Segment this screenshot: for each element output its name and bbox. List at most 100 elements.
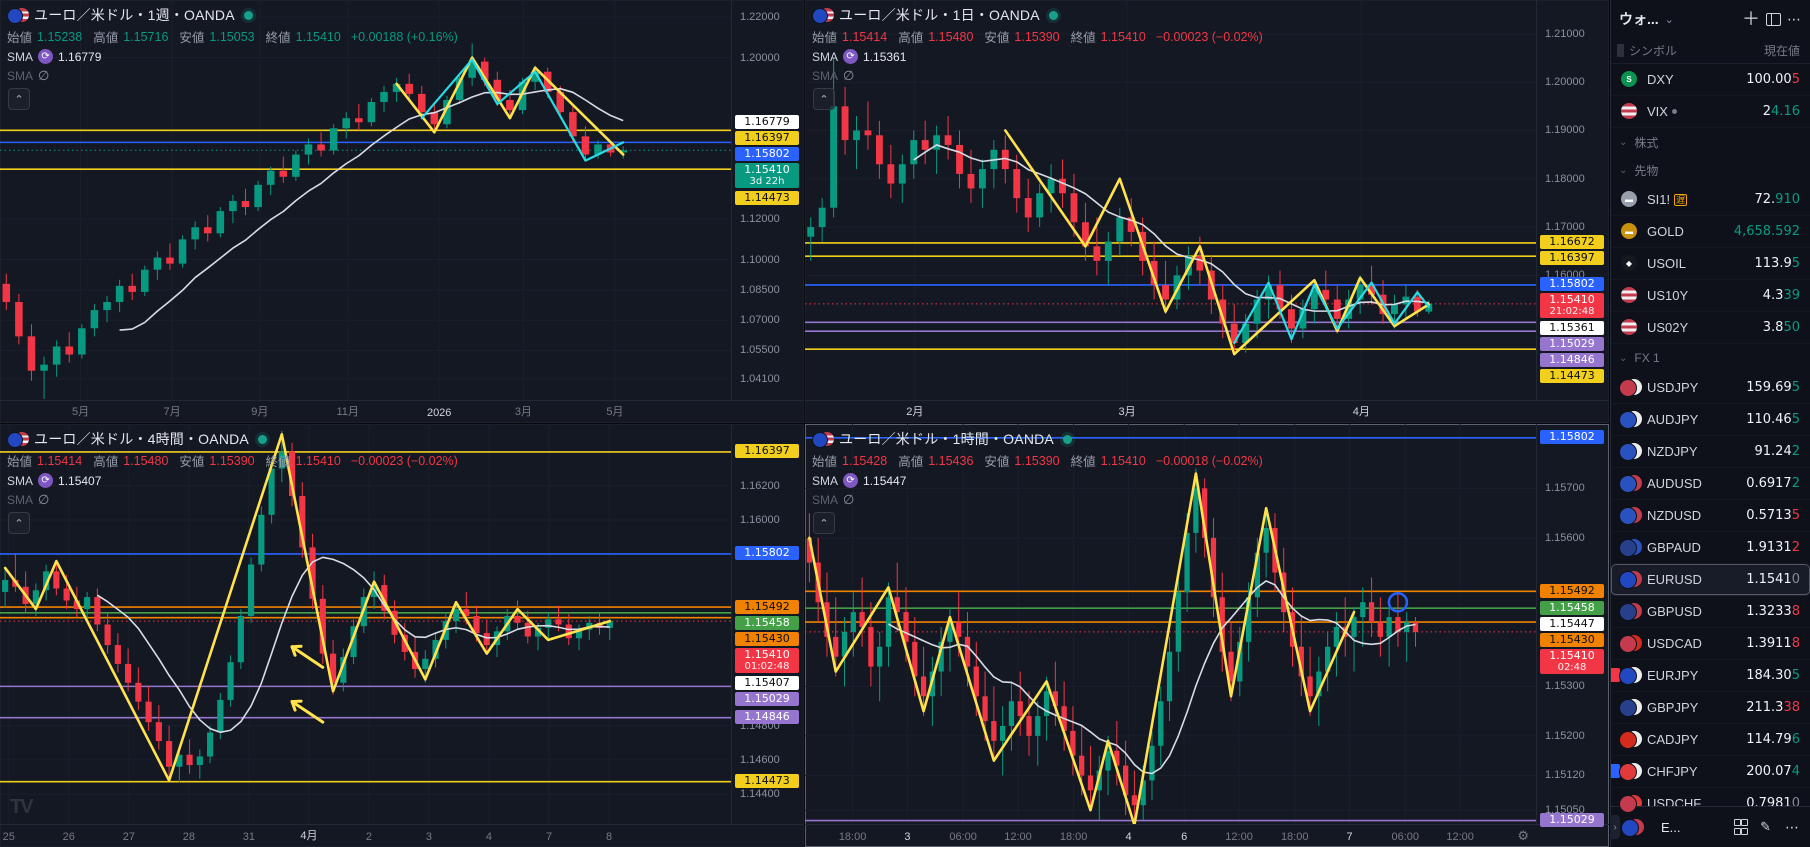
panel-maximize-button[interactable]: ⌃ [8, 88, 30, 110]
time-axis-label[interactable]: 7 [1346, 831, 1353, 843]
eye-off-icon[interactable]: ∅ [843, 491, 855, 507]
sma-indicator-row-hidden[interactable]: SMA ∅ [812, 67, 855, 83]
time-axis-label[interactable]: 4月 [1352, 406, 1370, 418]
time-axis-label[interactable]: 27 [122, 831, 135, 843]
time-axis-label[interactable]: 4月 [300, 830, 318, 842]
zigzag-drawing[interactable] [1233, 281, 1430, 345]
time-axis-label[interactable]: 3月 [1118, 406, 1136, 418]
eye-off-icon[interactable]: ∅ [843, 67, 855, 83]
active-symbol-short[interactable]: E... [1661, 819, 1681, 835]
time-axis-label[interactable]: 3 [904, 831, 911, 843]
watchlist-row-AUDJPY[interactable]: AUDJPY 110.465 [1611, 404, 1810, 436]
chart-panel-1w[interactable]: ユーロ／米ドル・1週・OANDA 始値 1.15238 高値 1.15716 安値 1… [0, 0, 804, 423]
chart-title[interactable]: ユーロ／米ドル・1日・OANDA [839, 7, 1040, 23]
market-open-icon[interactable] [1062, 434, 1072, 444]
chart-plot-area[interactable] [805, 0, 1609, 423]
time-axis-label[interactable]: 2 [365, 831, 372, 843]
time-axis-label[interactable]: 5月 [606, 406, 624, 418]
chevron-down-icon[interactable]: ⌄ [1664, 13, 1674, 26]
time-axis-label[interactable]: 2月 [906, 406, 924, 418]
time-axis-label[interactable]: 06:00 [1391, 831, 1419, 843]
watchlist-row-CADJPY[interactable]: CADJPY 114.796 [1611, 724, 1810, 756]
watchlist-column-headers[interactable]: シンボル 現在値 [1611, 38, 1810, 64]
time-axis-label[interactable]: 9月 [251, 406, 269, 418]
time-axis-label[interactable]: 8 [605, 831, 613, 843]
watchlist-menu-icon[interactable]: ⋯ [1787, 10, 1802, 27]
watchlist-row-SI1![interactable]: ▬ SI1! 遅 72.910 [1611, 184, 1810, 216]
time-axis-label[interactable]: 18:00 [1280, 831, 1309, 843]
sma-indicator-row[interactable]: SMA ⟳ 1.16779 [7, 49, 102, 64]
panel-maximize-button[interactable]: ⌃ [8, 512, 30, 534]
watchlist-row-GBPUSD[interactable]: GBPUSD 1.32338 [1611, 596, 1810, 628]
grid-view-icon[interactable] [1734, 819, 1749, 835]
panel-maximize-button[interactable]: ⌃ [813, 512, 835, 534]
zigzag-drawing[interactable] [420, 58, 625, 162]
watchlist-row-EURJPY[interactable]: EURJPY 184.305 [1611, 660, 1810, 692]
zigzag-drawing[interactable] [3, 432, 612, 782]
watchlist-section-FX 1[interactable]: ⌄ FX 1 [1619, 351, 1660, 365]
chart-title[interactable]: ユーロ／米ドル・4時間・OANDA [34, 431, 249, 447]
zigzag-drawing[interactable] [1004, 129, 1431, 356]
chart-panel-4h[interactable]: ユーロ／米ドル・4時間・OANDA 始値 1.15414 高値 1.15480 安値… [0, 424, 804, 847]
time-axis-label[interactable]: 28 [182, 831, 195, 843]
time-axis-label[interactable]: 2026 [426, 407, 452, 419]
watchlist-row-EURUSD[interactable]: EURUSD 1.15410 [1611, 564, 1810, 596]
watchlist-row-US02Y[interactable]: US02Y 3.850 [1611, 312, 1810, 344]
watchlist-row-NZDJPY[interactable]: NZDJPY 91.242 [1611, 436, 1810, 468]
watchlist-row-USDJPY[interactable]: USDJPY 159.695 [1611, 372, 1810, 404]
sma-indicator-row[interactable]: SMA ⟳ 1.15447 [812, 473, 907, 488]
row-flag-icon[interactable] [1611, 668, 1620, 682]
chart-plot-area[interactable] [805, 424, 1609, 847]
time-axis-label[interactable]: 18:00 [838, 831, 867, 843]
time-axis-label[interactable]: 06:00 [949, 831, 977, 843]
sma-indicator-row-hidden[interactable]: SMA ∅ [812, 491, 855, 507]
time-axis-label[interactable]: 6 [1181, 831, 1188, 843]
watchlist-row-VIX[interactable]: VIX 24.16 [1611, 96, 1810, 128]
watchlist-section-株式[interactable]: ⌄ 株式 [1619, 135, 1659, 150]
arrow-drawing[interactable] [290, 645, 325, 669]
watchlist-row-GBPJPY[interactable]: GBPJPY 211.338 [1611, 692, 1810, 724]
chart-plot-area[interactable] [0, 0, 804, 423]
watchlist-row-US10Y[interactable]: US10Y 4.339 [1611, 280, 1810, 312]
chart-panel-1d[interactable]: ユーロ／米ドル・1日・OANDA 始値 1.15414 高値 1.15480 安値 1… [805, 0, 1609, 423]
time-axis-label[interactable]: 7 [545, 831, 553, 843]
market-open-icon[interactable] [257, 434, 267, 444]
time-axis-label[interactable]: 3月 [514, 406, 532, 418]
time-axis-label[interactable]: 26 [62, 831, 75, 843]
watchlist-row-USOIL[interactable]: ◆ USOIL 113.95 [1611, 248, 1810, 280]
zigzag-drawing[interactable] [395, 56, 625, 156]
time-axis-label[interactable]: 4 [1125, 831, 1132, 843]
row-flag-icon[interactable] [1611, 764, 1620, 778]
time-axis-label[interactable]: 12:00 [1004, 831, 1032, 843]
time-axis-label[interactable]: 4 [485, 831, 493, 843]
time-axis-label[interactable]: 11月 [336, 406, 359, 418]
watchlist-layout-icon[interactable] [1766, 12, 1781, 26]
watchlist-row-AUDUSD[interactable]: AUDUSD 0.69172 [1611, 468, 1810, 500]
timezone-settings-icon[interactable]: ⚙ [1517, 828, 1529, 843]
watchlist-row-GBPAUD[interactable]: GBPAUD 1.91312 [1611, 532, 1810, 564]
time-axis-label[interactable]: 12:00 [1446, 831, 1474, 843]
watchlist-row-NZDUSD[interactable]: NZDUSD 0.57135 [1611, 500, 1810, 532]
sma-indicator-row[interactable]: SMA ⟳ 1.15361 [812, 49, 907, 64]
time-axis-label[interactable]: 3 [425, 831, 432, 843]
expand-panel-icon[interactable]: › [1610, 815, 1620, 839]
watchlist-row-CHFJPY[interactable]: CHFJPY 200.074 [1611, 756, 1810, 788]
time-axis-label[interactable]: 25 [2, 831, 15, 843]
edit-lists-icon[interactable]: ✎ [1760, 819, 1771, 834]
add-symbol-button[interactable]: ＋ [1742, 9, 1760, 29]
footer-menu-icon[interactable]: ⋯ [1785, 818, 1800, 835]
panel-maximize-button[interactable]: ⌃ [813, 88, 835, 110]
sma-indicator-row-hidden[interactable]: SMA ∅ [7, 491, 50, 507]
sma-indicator-row[interactable]: SMA ⟳ 1.15407 [7, 473, 102, 488]
watchlist-row-GOLD[interactable]: ▬ GOLD 4,658.592 [1611, 216, 1810, 248]
chart-title[interactable]: ユーロ／米ドル・1時間・OANDA [839, 431, 1054, 447]
market-open-icon[interactable] [1048, 10, 1058, 20]
time-axis-label[interactable]: 12:00 [1225, 831, 1253, 843]
eye-off-icon[interactable]: ∅ [38, 67, 50, 83]
watchlist-title[interactable]: ウォ... [1619, 11, 1659, 27]
chart-plot-area[interactable] [0, 424, 804, 847]
time-axis-label[interactable]: 7月 [163, 406, 181, 418]
watchlist-row-USDCAD[interactable]: USDCAD 1.39118 [1611, 628, 1810, 660]
chart-panel-1h[interactable]: ユーロ／米ドル・1時間・OANDA 始値 1.15428 高値 1.15436 安値… [805, 424, 1609, 847]
market-open-icon[interactable] [243, 10, 253, 20]
